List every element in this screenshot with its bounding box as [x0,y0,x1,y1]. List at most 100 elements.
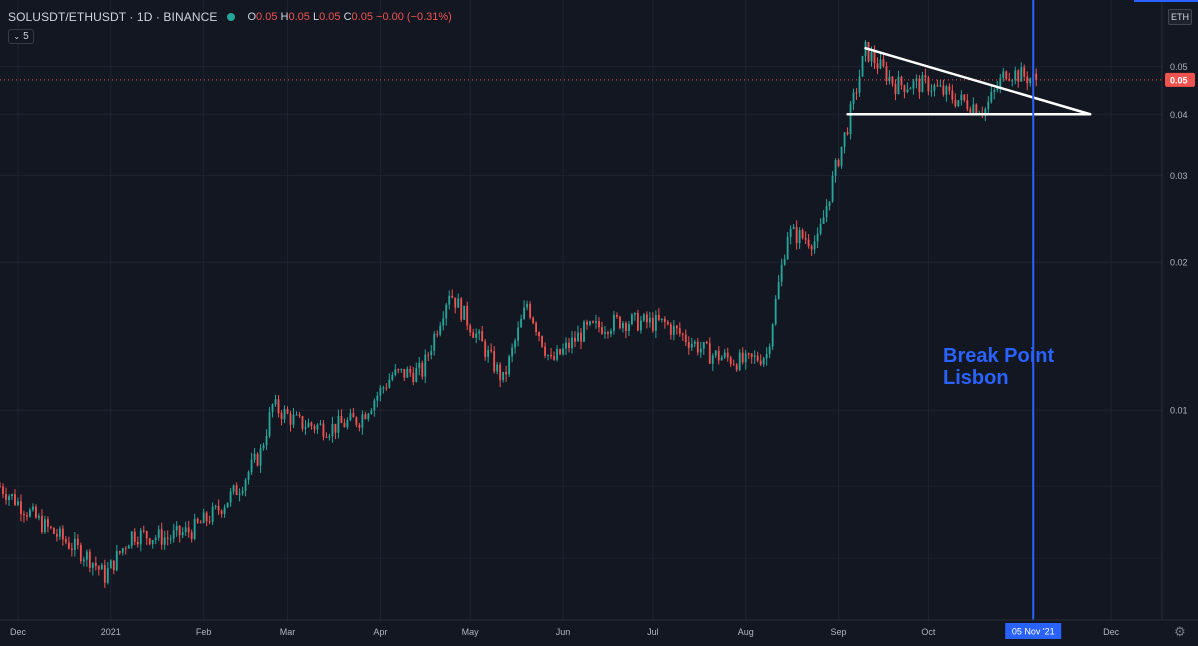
candle-body [642,314,645,321]
candle-body [987,101,990,109]
candle-body [831,175,834,202]
candle [55,528,58,542]
candle-body [127,545,130,549]
candle-body [445,304,448,319]
candle-body [85,551,88,560]
candle [523,300,526,320]
candle-body [999,77,1002,88]
candle-body [499,364,502,381]
candle [798,227,801,249]
candle-body [94,562,97,567]
candle [744,349,747,370]
candle [82,556,85,567]
candle-body [394,369,397,375]
candle [376,391,379,408]
candle [103,559,106,589]
candle-body [939,85,942,87]
candle [244,478,247,497]
candle [481,326,484,342]
candle-body [289,413,292,425]
candle [460,297,463,323]
candle-body [801,230,804,238]
symbol-legend[interactable]: SOLUSDT/ETHUSDT · 1D · BINANCE O0.05 H0.… [8,9,452,25]
candle-body [574,337,576,342]
candle-body [616,314,618,317]
indicators-collapse-button[interactable]: ⌄ 5 [8,29,34,44]
price-tick-label: 0.03 [1170,171,1188,181]
candle [286,406,289,415]
candle-body [358,424,361,428]
candle-body [97,566,100,570]
candle [412,367,415,386]
candle [693,339,696,348]
candle-body [607,332,609,334]
candle [780,258,783,287]
candle-body [280,413,283,420]
candle [738,349,741,372]
candle [723,348,726,360]
candle [595,315,597,329]
candle-body [172,530,175,539]
candle [400,368,403,373]
candle [175,521,178,537]
candle-body [412,372,415,382]
candle [421,360,424,380]
ohlc-close-value: 0.05 [351,11,373,23]
candle [933,83,936,97]
candle-body [726,352,729,358]
candle-body [630,314,633,325]
candle [846,127,849,136]
candle [711,353,714,371]
candle [556,345,558,362]
candle-body [888,76,891,82]
candle-body [229,491,232,503]
candle [199,520,202,524]
price-tick-label: 0.01 [1170,406,1188,416]
candle-body [67,542,70,549]
candle-body [340,416,343,424]
ohlc-values: O0.05 H0.05 L0.05 C0.05 −0.00 (−0.31%) [247,9,451,25]
candle-body [76,538,79,546]
candle-body [32,506,34,510]
candle-body [948,86,951,91]
candle-body [714,350,717,356]
candle-body [690,343,693,348]
current-price-badge [1165,72,1195,87]
candle-body [367,413,370,419]
candle [52,527,55,535]
candle-body [160,529,163,545]
candle [1026,71,1029,91]
settings-gear-icon[interactable]: ⚙ [1174,624,1186,639]
candle-body [496,364,499,372]
candle [430,345,433,360]
candle-body [292,414,295,425]
candle-body [487,349,490,357]
symbol-title[interactable]: SOLUSDT/ETHUSDT · 1D · BINANCE [8,10,218,24]
candle-body [235,485,238,496]
candle [882,53,885,68]
candle [220,509,223,518]
candle-body [589,321,591,325]
candle [753,350,756,364]
candle [202,508,205,524]
candle [43,515,46,534]
break-point-annotation[interactable]: Break Point Lisbon [943,345,1093,389]
candle-body [699,348,702,353]
candle [972,97,975,116]
candle [936,79,939,87]
candle-body [220,510,223,514]
candle [789,225,792,245]
candle-body [903,85,906,93]
candle-body [442,318,445,326]
candle-body [951,90,954,100]
candle-body [777,281,780,300]
candle-body [759,360,762,365]
candle [517,321,520,347]
ohlc-open-value: 0.05 [256,11,278,23]
candle [289,410,292,432]
candle [313,424,316,434]
candle-body [70,548,73,551]
candle [630,312,633,326]
currency-button[interactable]: ETH [1168,9,1192,25]
